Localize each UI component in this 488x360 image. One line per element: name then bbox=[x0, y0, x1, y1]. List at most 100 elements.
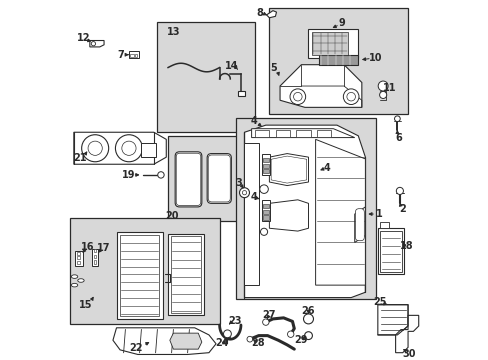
Bar bbox=[116, 232, 163, 319]
Bar bbox=[255, 130, 269, 136]
Bar bbox=[77, 252, 80, 255]
Text: 29: 29 bbox=[294, 335, 307, 345]
Text: 9: 9 bbox=[338, 18, 345, 28]
Polygon shape bbox=[244, 125, 365, 298]
Circle shape bbox=[303, 314, 313, 324]
Bar bbox=[377, 228, 404, 274]
FancyBboxPatch shape bbox=[208, 155, 230, 202]
Text: 23: 23 bbox=[227, 316, 241, 326]
Text: 28: 28 bbox=[251, 338, 264, 348]
Bar bbox=[75, 251, 83, 266]
Text: 5: 5 bbox=[270, 63, 277, 73]
Bar bbox=[141, 143, 155, 157]
Bar bbox=[94, 249, 96, 252]
Bar bbox=[168, 234, 203, 315]
Bar bbox=[261, 200, 270, 221]
Text: 26: 26 bbox=[301, 306, 315, 316]
Circle shape bbox=[246, 336, 252, 342]
Circle shape bbox=[239, 188, 249, 198]
Bar bbox=[311, 32, 347, 55]
Text: 1: 1 bbox=[375, 209, 382, 219]
Text: 4: 4 bbox=[324, 163, 330, 173]
FancyBboxPatch shape bbox=[175, 152, 202, 207]
Bar bbox=[94, 255, 96, 258]
Text: 21: 21 bbox=[73, 153, 87, 163]
Circle shape bbox=[262, 319, 268, 325]
Text: 17: 17 bbox=[97, 243, 110, 253]
Circle shape bbox=[91, 42, 95, 46]
Text: 6: 6 bbox=[395, 132, 401, 143]
Text: 18: 18 bbox=[399, 241, 412, 251]
Text: 2: 2 bbox=[399, 204, 405, 214]
Bar bbox=[168, 136, 242, 221]
Polygon shape bbox=[395, 315, 418, 353]
Bar bbox=[262, 204, 268, 208]
Text: 14: 14 bbox=[225, 62, 238, 72]
Bar bbox=[120, 235, 159, 316]
Bar bbox=[308, 29, 358, 58]
Bar bbox=[296, 130, 310, 136]
Text: 19: 19 bbox=[121, 170, 135, 180]
FancyBboxPatch shape bbox=[207, 154, 231, 203]
Circle shape bbox=[122, 141, 136, 156]
Text: 8: 8 bbox=[256, 8, 263, 18]
Bar bbox=[70, 217, 219, 324]
Ellipse shape bbox=[71, 283, 78, 287]
Bar bbox=[262, 163, 268, 168]
Circle shape bbox=[81, 135, 108, 162]
Circle shape bbox=[287, 331, 293, 337]
Polygon shape bbox=[271, 156, 306, 183]
Polygon shape bbox=[269, 200, 308, 231]
Bar bbox=[269, 8, 407, 114]
Bar bbox=[262, 169, 268, 174]
Circle shape bbox=[88, 141, 102, 156]
FancyBboxPatch shape bbox=[176, 153, 201, 206]
Circle shape bbox=[260, 228, 267, 235]
Bar bbox=[92, 248, 98, 266]
Text: 7: 7 bbox=[117, 50, 124, 60]
Polygon shape bbox=[377, 305, 407, 335]
Bar bbox=[94, 260, 96, 264]
Bar bbox=[238, 91, 244, 96]
Polygon shape bbox=[90, 41, 104, 47]
Polygon shape bbox=[244, 143, 258, 285]
FancyBboxPatch shape bbox=[355, 209, 364, 241]
Bar bbox=[130, 54, 134, 57]
Bar bbox=[380, 222, 388, 228]
Bar bbox=[77, 261, 80, 264]
Text: 15: 15 bbox=[78, 300, 92, 310]
Polygon shape bbox=[280, 65, 361, 107]
Bar bbox=[77, 256, 80, 259]
Text: 10: 10 bbox=[368, 53, 382, 63]
Polygon shape bbox=[169, 333, 202, 349]
Polygon shape bbox=[269, 154, 308, 186]
Bar bbox=[262, 158, 268, 162]
Text: 30: 30 bbox=[402, 349, 415, 359]
Circle shape bbox=[259, 185, 268, 193]
Ellipse shape bbox=[78, 279, 84, 282]
Circle shape bbox=[223, 330, 231, 338]
Bar bbox=[262, 210, 268, 214]
Text: 24: 24 bbox=[215, 338, 229, 348]
Text: 27: 27 bbox=[262, 310, 276, 320]
Bar bbox=[261, 154, 270, 175]
Circle shape bbox=[289, 89, 305, 104]
Circle shape bbox=[293, 93, 302, 101]
Circle shape bbox=[346, 93, 355, 101]
Polygon shape bbox=[113, 328, 216, 355]
Polygon shape bbox=[74, 132, 166, 164]
Bar bbox=[157, 22, 255, 132]
Text: 16: 16 bbox=[81, 242, 94, 252]
Text: 13: 13 bbox=[166, 27, 180, 37]
Text: 20: 20 bbox=[165, 211, 178, 221]
Text: 3: 3 bbox=[235, 178, 242, 188]
Bar bbox=[235, 118, 375, 300]
Circle shape bbox=[115, 135, 142, 162]
Bar bbox=[275, 130, 289, 136]
Bar bbox=[316, 130, 330, 136]
Text: 4: 4 bbox=[250, 116, 257, 126]
Circle shape bbox=[379, 91, 386, 99]
Polygon shape bbox=[315, 139, 365, 285]
Circle shape bbox=[377, 81, 387, 91]
Bar bbox=[319, 55, 358, 65]
